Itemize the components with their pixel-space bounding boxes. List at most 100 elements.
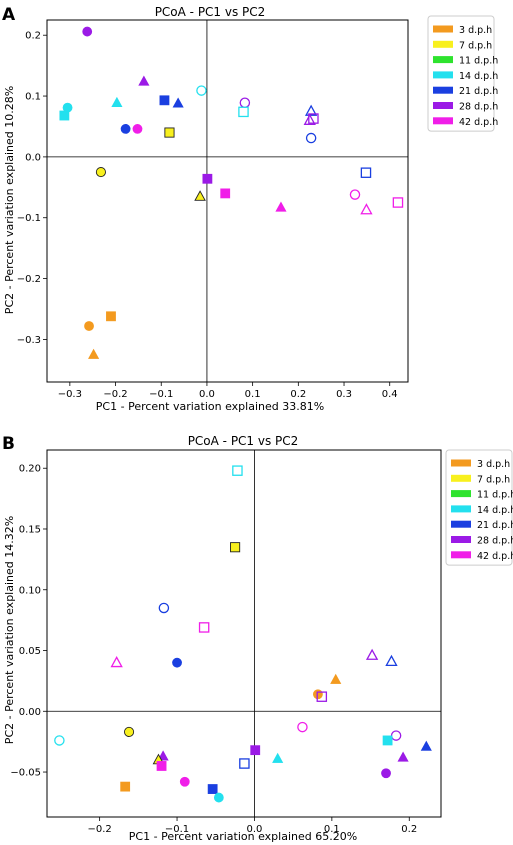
x-tick-label: 0.2	[401, 824, 417, 835]
x-tick-label: 0.1	[324, 824, 340, 835]
chart-title-b: PCoA - PC1 vs PC2	[188, 434, 299, 448]
data-point-3dph-triangle	[88, 348, 100, 359]
x-tick-label: 0.0	[199, 389, 215, 400]
y-tick-label: −0.05	[10, 768, 41, 779]
x-axis-label-a: PC1 - Percent variation explained 33.81%	[96, 400, 324, 413]
data-point-28dph-triangle	[397, 751, 409, 762]
data-point-28dph-square	[308, 113, 319, 124]
x-tick-label: 0.4	[382, 389, 398, 400]
data-point-21dph-triangle	[304, 104, 318, 116]
data-point-28dph-triangle	[303, 113, 316, 125]
y-axis-label-a: PC2 - Percent variation explained 10.28%	[3, 86, 16, 314]
data-point-28dph-circle	[82, 26, 93, 37]
data-point-42dph-square	[220, 188, 231, 199]
plot-frame	[46, 19, 409, 383]
data-point-42dph-square	[198, 622, 210, 633]
data-point-7dph-circle	[124, 726, 135, 737]
x-tick-label: 0.2	[290, 389, 306, 400]
data-point-21dph-triangle	[385, 654, 398, 667]
data-point-42dph-square	[392, 197, 404, 208]
x-tick-label: −0.1	[165, 824, 189, 835]
legend-swatch-28dph	[451, 536, 471, 543]
data-point-42dph-circle	[132, 124, 143, 134]
data-point-3dph-circle	[84, 321, 94, 331]
data-point-28dph-square	[250, 745, 261, 756]
data-point-28dph-circle	[239, 97, 251, 108]
x-tick-label: −0.1	[149, 389, 173, 400]
legend-label-14dph: 14 d.p.h	[477, 505, 513, 516]
data-point-42dph-circle	[349, 189, 361, 200]
data-point-21dph-triangle	[420, 740, 432, 751]
data-point-14dph-triangle	[272, 752, 284, 763]
legend-label-11dph: 11 d.p.h	[459, 56, 498, 67]
legend-swatch-21dph	[433, 86, 453, 94]
y-tick-label: −0.2	[17, 274, 41, 285]
legend-label-3dph: 3 d.p.h	[459, 25, 492, 36]
data-point-42dph-triangle	[275, 201, 287, 212]
chart-panel-a: A PCoA - PC1 vs PC2 −0.3 −0.2 −0.1 0.0 0.1 0.…	[2, 5, 498, 413]
data-point-28dph-triangle	[365, 648, 379, 660]
legend-label-42dph: 42 d.p.h	[459, 117, 498, 128]
legend-swatch-14dph	[451, 505, 471, 513]
data-point-21dph-circle	[158, 602, 170, 614]
y-tick-label: 0.00	[19, 707, 41, 718]
data-point-3dph-square	[120, 781, 131, 792]
legend-swatch-11dph	[433, 56, 453, 64]
data-point-14dph-circle	[196, 85, 207, 96]
data-point-21dph-triangle	[172, 97, 184, 108]
x-tick-label: 0.1	[245, 389, 261, 400]
y-tick-label: 0.05	[19, 646, 41, 657]
data-point-7dph-triangle	[194, 190, 206, 201]
data-point-3dph-circle	[313, 689, 323, 700]
data-point-42dph-triangle	[360, 203, 373, 215]
chart-title-a: PCoA - PC1 vs PC2	[155, 5, 266, 19]
y-tick-label: −0.1	[17, 213, 41, 224]
legend-swatch-7dph	[433, 40, 453, 48]
legend-label-14dph: 14 d.p.h	[459, 71, 498, 82]
data-point-28dph-square	[202, 173, 213, 184]
y-tick-label: 0.10	[19, 585, 41, 596]
y-tick-label: 0.15	[19, 524, 41, 535]
legend-label-21dph: 21 d.p.h	[459, 86, 498, 97]
legend-label-21dph: 21 d.p.h	[477, 520, 513, 531]
data-point-14dph-triangle	[111, 96, 123, 107]
data-point-21dph-square	[360, 167, 372, 178]
legend-swatch-42dph	[433, 117, 453, 125]
x-tick-label: 0.3	[336, 389, 352, 400]
data-point-14dph-circle	[213, 792, 224, 803]
data-point-14dph-square	[382, 735, 393, 746]
legend-label-28dph: 28 d.p.h	[459, 102, 498, 113]
legend-label-3dph: 3 d.p.h	[477, 459, 510, 470]
legend-swatch-3dph	[433, 25, 453, 33]
data-point-28dph-square	[316, 691, 328, 702]
y-tick-label: 0.2	[25, 31, 41, 42]
data-point-21dph-square	[159, 95, 170, 106]
data-point-42dph-square	[156, 761, 167, 771]
legend-swatch-11dph	[451, 490, 471, 498]
panel-label-a: A	[2, 5, 16, 25]
data-point-7dph-square	[230, 542, 241, 553]
data-point-21dph-square	[207, 784, 218, 794]
data-point-42dph-circle	[297, 721, 308, 733]
legend-label-11dph: 11 d.p.h	[477, 490, 513, 501]
legend-swatch-3dph	[451, 459, 471, 467]
data-point-42dph-triangle	[110, 656, 123, 668]
data-point-28dph-triangle	[138, 75, 150, 86]
legend-label-28dph: 28 d.p.h	[477, 536, 513, 547]
plot-area-a: −0.3 −0.2 −0.1 0.0 0.1 0.2 0.3 0.4 0.2 0.1 0.0 −0.1…	[17, 19, 409, 400]
x-tick-label: −0.2	[87, 824, 111, 835]
legend-label-7dph: 7 d.p.h	[459, 40, 492, 51]
legend-label-42dph: 42 d.p.h	[477, 551, 513, 562]
data-point-14dph-circle	[54, 735, 65, 746]
x-tick-label: 0.0	[246, 824, 262, 835]
y-tick-label: 0.20	[19, 464, 41, 475]
legend-a: 3 d.p.h 7 d.p.h 11 d.p.h 14 d.p.h 21 d.p.h 28…	[427, 15, 498, 132]
x-tick-label: −0.3	[58, 389, 82, 400]
y-tick-label: −0.3	[17, 335, 41, 346]
x-tick-label: −0.2	[103, 389, 127, 400]
data-point-21dph-circle	[120, 124, 131, 134]
plot-frame	[46, 449, 442, 818]
data-point-3dph-triangle	[330, 673, 342, 684]
legend-swatch-7dph	[451, 474, 471, 482]
